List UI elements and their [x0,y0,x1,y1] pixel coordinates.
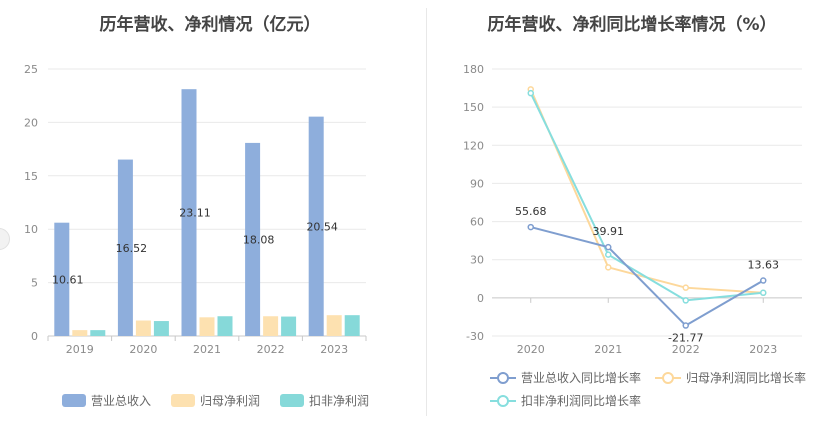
bar-data-label: 18.08 [243,233,275,246]
y-tick-label: 0 [477,292,484,305]
bar-deducted-profit [153,321,169,336]
bar-deducted-profit [90,330,106,336]
y-tick-label: 60 [470,216,484,229]
point-revenue-growth [760,277,767,284]
point-net-profit-growth [605,264,612,271]
point-net-profit-growth [682,284,689,291]
legend-label-deducted-growth: 扣非净利润同比增长率 [521,394,642,408]
bar-revenue [181,89,197,336]
line-chart-plot: -30 0 30 60 90 120 150 180 2020 2021 2022 2023 55.68… [463,63,802,356]
y-tick-label: 150 [463,101,484,114]
bar-deducted-profit [344,315,360,336]
legend-swatch-deducted-profit [280,394,305,407]
line-data-label: 55.68 [515,205,547,218]
x-tick-label: 2020 [129,343,157,356]
y-tick-label: 10 [24,223,38,236]
y-tick-label: 25 [24,63,38,76]
legend-swatch-revenue [62,394,86,407]
point-revenue-growth [527,223,534,231]
line-data-label: 13.63 [748,259,780,272]
y-tick-label: 5 [31,277,38,290]
x-tick-label: 2021 [594,343,622,356]
y-tick-label: 15 [24,170,38,183]
bar-legend[interactable]: 营业总收入 归母净利润 扣非净利润 [62,392,369,409]
point-deducted-growth [527,89,534,97]
point-revenue-growth [605,243,612,251]
y-tick-label: 0 [31,330,38,343]
y-tick-label: 120 [463,139,484,152]
legend-swatch-net-profit [171,394,196,407]
line-revenue-growth [530,226,764,327]
bar-net-profit [199,317,215,336]
y-tick-label: 180 [463,63,484,76]
line-data-label: 39.91 [593,225,625,238]
line-net-profit-growth [529,88,764,294]
y-tick-label: 90 [470,177,484,190]
x-tick-label: 2023 [749,343,777,356]
x-tick-label: 2021 [193,343,221,356]
legend-label-revenue: 营业总收入 [91,394,152,408]
x-tick-label: 2020 [517,343,545,356]
legend-label-net-profit-growth: 归母净利润同比增长率 [686,371,807,385]
legend-label-deducted-profit: 扣非净利润 [309,394,370,408]
line-chart-title: 历年营收、净利同比增长率情况（%） [487,15,777,35]
bar-revenue [54,222,70,336]
bar-data-label: 23.11 [179,207,211,220]
bar-deducted-profit [217,316,233,336]
growth-rate-chart: 历年营收、净利同比增长率情况（%） -30 0 30 60 90 120 150 180 202… [426,0,838,429]
legend-label-revenue-growth: 营业总收入同比增长率 [521,371,642,385]
y-tick-label: 30 [470,254,484,267]
line-legend-row1[interactable]: 营业总收入同比增长率 归母净利润同比增长率 [490,369,806,386]
bar-revenue [117,159,133,336]
bar-net-profit [135,320,151,336]
point-deducted-growth [605,251,612,258]
revenue-profit-chart: 历年营收、净利情况（亿元） 0 5 10 15 20 25 2019 2020 2021 2022… [24,15,369,409]
y-tick-label: 20 [24,116,38,129]
bar-deducted-profit [281,316,297,336]
bar-chart-plot: 0 5 10 15 20 25 2019 2020 2021 2022 2023 10.61 16.52… [24,63,367,356]
x-tick-label: 2019 [66,343,94,356]
point-deducted-growth [682,297,689,304]
bar-data-label: 10.61 [52,273,84,286]
x-tick-label: 2022 [672,343,700,356]
legend-swatch-deducted-growth [490,394,516,408]
legend-label-net-profit: 归母净利润 [200,394,261,408]
bar-net-profit [326,315,342,336]
line-deducted-growth [529,92,764,302]
panel-divider [426,8,427,416]
line-data-label: -21.77 [668,332,703,345]
bar-revenue [308,116,324,336]
legend-swatch-revenue-growth [490,371,516,385]
x-tick-label: 2022 [257,343,285,356]
bar-revenue [245,142,261,336]
bar-net-profit [72,330,88,336]
point-deducted-growth [760,289,767,297]
legend-swatch-net-profit-growth [655,371,682,385]
bar-net-profit [263,316,279,336]
bar-chart-title: 历年营收、净利情况（亿元） [99,15,321,35]
y-tick-label: -30 [466,330,484,343]
x-tick-label: 2023 [320,343,348,356]
bar-data-label: 16.52 [116,242,148,255]
point-revenue-growth [682,322,689,329]
line-legend-row2[interactable]: 扣非净利润同比增长率 [490,392,641,409]
bar-data-label: 20.54 [306,220,338,233]
